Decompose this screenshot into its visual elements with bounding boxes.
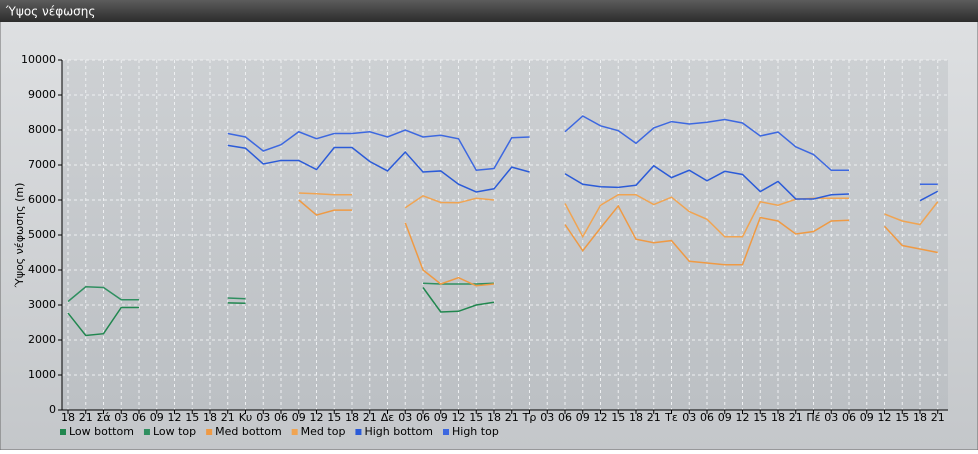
- x-tick-label: 12: [878, 411, 892, 424]
- legend-swatch: [206, 429, 213, 435]
- x-tick-label: 12: [594, 411, 608, 424]
- x-tick-label: 09: [292, 411, 306, 424]
- x-tick-label: 21: [221, 411, 235, 424]
- series-line: [67, 287, 495, 337]
- x-tick-label: 15: [753, 411, 767, 424]
- x-tick-label: 15: [611, 411, 625, 424]
- x-tick-label: 12: [452, 411, 466, 424]
- x-tick-label: 03: [398, 411, 412, 424]
- y-tick-label: 4000: [28, 263, 56, 276]
- title-bar: [0, 0, 978, 22]
- legend-label: Low top: [153, 425, 196, 438]
- legend-swatch: [143, 429, 150, 435]
- x-tick-label: 12: [736, 411, 750, 424]
- x-tick-label: Σά: [96, 411, 110, 424]
- y-tick-label: 7000: [28, 158, 56, 171]
- x-tick-label: 21: [363, 411, 377, 424]
- x-tick-label: Δε: [381, 411, 395, 424]
- series-line: [298, 192, 939, 239]
- y-tick-label: 9000: [28, 88, 56, 101]
- y-tick-label: 6000: [28, 193, 56, 206]
- x-tick-label: 03: [824, 411, 838, 424]
- x-tick-label: 18: [487, 411, 501, 424]
- legend-swatch: [355, 429, 362, 435]
- x-tick-label: 03: [682, 411, 696, 424]
- x-tick-label: 18: [629, 411, 643, 424]
- x-tick-label: 09: [434, 411, 448, 424]
- y-tick-label: 3000: [28, 298, 56, 311]
- window-title: Ύψος νέφωσης: [5, 5, 95, 19]
- x-tick-label: 06: [274, 411, 288, 424]
- legend-label: Low bottom: [69, 425, 134, 438]
- x-tick-label: 21: [647, 411, 661, 424]
- x-tick-label: 06: [558, 411, 572, 424]
- x-tick-label: 06: [416, 411, 430, 424]
- x-tick-label: 18: [913, 411, 927, 424]
- x-tick-label: 18: [203, 411, 217, 424]
- legend-label: High bottom: [364, 425, 433, 438]
- x-tick-label: 09: [576, 411, 590, 424]
- x-tick-label: 21: [931, 411, 945, 424]
- x-tick-label: 18: [771, 411, 785, 424]
- x-tick-label: 12: [310, 411, 324, 424]
- series-line: [227, 144, 939, 202]
- legend-swatch: [443, 429, 449, 435]
- x-tick-label: 18: [61, 411, 75, 424]
- x-tick-label: 15: [469, 411, 483, 424]
- legend-label: High top: [452, 425, 499, 438]
- x-tick-label: 06: [842, 411, 856, 424]
- y-axis-label: Ύψος νέφωσης (m): [13, 183, 26, 289]
- y-tick-label: 10000: [21, 53, 56, 66]
- legend-label: Med top: [301, 425, 346, 438]
- y-tick-label: 0: [49, 403, 56, 416]
- x-tick-label: 15: [185, 411, 199, 424]
- x-tick-label: Πέ: [806, 411, 820, 424]
- x-tick-label: 03: [540, 411, 554, 424]
- x-tick-label: 09: [150, 411, 164, 424]
- series-line: [227, 115, 938, 185]
- x-tick-label: Τρ: [522, 411, 537, 424]
- x-tick-label: 09: [860, 411, 874, 424]
- x-tick-label: 12: [168, 411, 182, 424]
- x-tick-label: 06: [132, 411, 146, 424]
- series-line: [67, 282, 495, 303]
- y-tick-label: 8000: [28, 123, 56, 136]
- x-tick-label: 15: [895, 411, 909, 424]
- x-tick-label: 09: [718, 411, 732, 424]
- x-tick-label: Κυ: [239, 411, 253, 424]
- series-line: [298, 199, 938, 287]
- x-tick-label: Τε: [664, 411, 678, 424]
- x-tick-label: 21: [79, 411, 93, 424]
- x-tick-label: 03: [114, 411, 128, 424]
- x-tick-label: 03: [256, 411, 270, 424]
- legend-swatch: [60, 429, 66, 435]
- y-tick-label: 5000: [28, 228, 56, 241]
- x-tick-label: 15: [327, 411, 341, 424]
- y-tick-label: 2000: [28, 333, 56, 346]
- x-tick-label: 18: [345, 411, 359, 424]
- x-tick-label: 21: [789, 411, 803, 424]
- x-tick-label: 21: [505, 411, 519, 424]
- legend-swatch: [291, 429, 298, 435]
- x-tick-label: 06: [700, 411, 714, 424]
- y-tick-label: 1000: [28, 368, 56, 381]
- legend-label: Med bottom: [215, 425, 282, 438]
